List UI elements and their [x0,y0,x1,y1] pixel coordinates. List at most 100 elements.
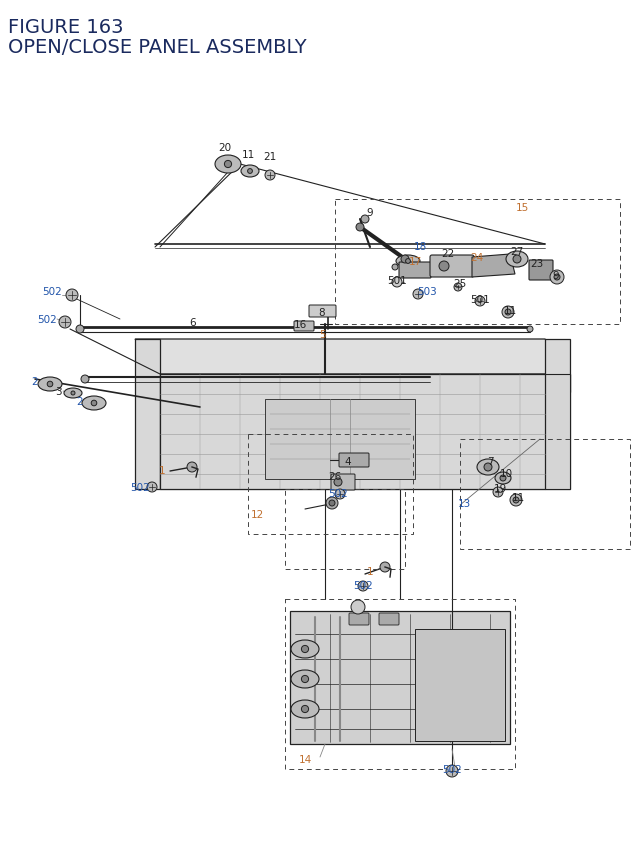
Ellipse shape [477,460,499,475]
Text: FIGURE 163: FIGURE 163 [8,18,124,37]
Circle shape [329,500,335,506]
FancyBboxPatch shape [529,261,553,281]
Polygon shape [160,375,570,489]
Circle shape [554,275,560,281]
Circle shape [392,264,398,270]
Circle shape [475,297,485,307]
Circle shape [301,705,308,713]
Text: OPEN/CLOSE PANEL ASSEMBLY: OPEN/CLOSE PANEL ASSEMBLY [8,38,307,57]
Bar [460,439,630,549]
Text: 502: 502 [328,488,348,499]
Ellipse shape [64,388,82,399]
Circle shape [71,392,75,395]
Text: 14: 14 [298,754,312,764]
Text: 6: 6 [189,318,196,328]
Text: 11: 11 [241,150,255,160]
Polygon shape [415,629,505,741]
Text: 15: 15 [515,202,529,213]
Circle shape [406,259,410,264]
Circle shape [439,262,449,272]
Text: 11: 11 [504,306,516,316]
FancyBboxPatch shape [399,263,431,279]
Text: 22: 22 [442,249,454,258]
Circle shape [380,562,390,573]
Circle shape [301,676,308,683]
Text: 502: 502 [42,287,62,297]
Circle shape [356,224,364,232]
Text: 503: 503 [417,287,437,297]
FancyBboxPatch shape [294,322,314,331]
Ellipse shape [396,256,420,268]
Text: 23: 23 [531,258,543,269]
Ellipse shape [241,166,259,177]
Circle shape [248,170,252,174]
Circle shape [225,161,232,169]
Circle shape [401,256,409,263]
Text: 11: 11 [511,492,525,503]
Text: 1: 1 [159,466,165,475]
FancyBboxPatch shape [331,474,355,491]
Circle shape [510,494,522,506]
Circle shape [493,487,503,498]
Text: 501: 501 [470,294,490,305]
Polygon shape [160,375,545,489]
Polygon shape [545,339,570,489]
Circle shape [485,464,492,471]
Ellipse shape [38,378,62,392]
Circle shape [505,310,511,316]
Text: 5: 5 [319,330,325,339]
Circle shape [265,170,275,181]
Circle shape [76,325,84,333]
Polygon shape [160,375,570,393]
Circle shape [513,256,521,263]
Circle shape [502,307,514,319]
Circle shape [59,317,71,329]
Polygon shape [290,611,510,744]
Ellipse shape [82,397,106,411]
Polygon shape [135,339,160,489]
Circle shape [187,462,197,473]
FancyBboxPatch shape [430,256,474,278]
Text: 502: 502 [353,580,373,591]
FancyBboxPatch shape [309,306,336,318]
Text: 502: 502 [130,482,150,492]
Text: 1: 1 [367,567,373,576]
Circle shape [446,765,458,777]
Ellipse shape [506,251,528,268]
Circle shape [500,476,506,480]
Text: 16: 16 [293,319,307,330]
Text: 502: 502 [442,764,462,774]
Text: 18: 18 [413,242,427,251]
Text: 19: 19 [493,483,507,493]
Text: 3: 3 [54,387,61,397]
Text: 2: 2 [77,397,83,406]
Circle shape [413,289,423,300]
FancyBboxPatch shape [379,613,399,625]
Text: 25: 25 [453,279,467,288]
Text: 9: 9 [367,208,373,218]
Polygon shape [472,255,515,278]
Text: 9: 9 [553,270,559,281]
Circle shape [550,270,564,285]
Ellipse shape [291,700,319,718]
Text: 24: 24 [470,253,484,263]
Polygon shape [135,339,570,375]
Circle shape [66,289,78,301]
Circle shape [392,278,402,288]
Circle shape [527,326,533,332]
Circle shape [334,479,342,486]
Circle shape [361,216,369,224]
Text: 2: 2 [32,376,38,387]
Text: 27: 27 [510,247,524,257]
Circle shape [454,283,462,292]
Circle shape [514,257,520,263]
Text: 10: 10 [499,468,513,479]
Polygon shape [265,400,415,480]
Bar [285,599,515,769]
Circle shape [326,498,338,510]
Ellipse shape [215,156,241,174]
Text: 20: 20 [218,143,232,152]
Text: 12: 12 [250,510,264,519]
Ellipse shape [291,641,319,659]
Text: 4: 4 [345,456,351,467]
